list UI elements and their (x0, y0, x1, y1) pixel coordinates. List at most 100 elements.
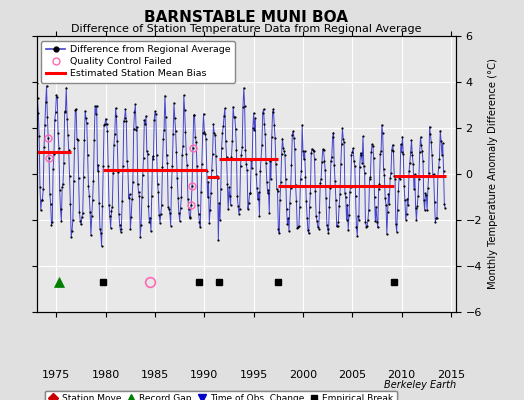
Point (422, 192, 431, 198)
Point (417, 134, 425, 140)
Point (353, 232, 362, 239)
Point (80, 137, 89, 143)
Point (420, 207, 429, 213)
Point (441, 205, 450, 211)
Text: 1975: 1975 (42, 370, 71, 380)
Point (333, 223, 341, 230)
Point (110, 141, 118, 148)
Point (72, 106, 80, 112)
Point (375, 186, 383, 192)
Point (129, 179, 137, 185)
Point (223, 181, 232, 187)
Point (255, 189, 263, 196)
Point (318, 159, 326, 166)
Point (107, 208, 116, 214)
Point (342, 216, 351, 223)
Point (412, 217, 421, 224)
Point (185, 215, 194, 221)
Point (170, 100, 178, 106)
Point (135, 193, 144, 200)
Text: 1995: 1995 (239, 370, 268, 380)
Point (325, 204, 333, 210)
Point (243, 167, 252, 174)
Point (226, 202, 235, 208)
Point (161, 92, 169, 99)
Point (36, 184, 44, 190)
Point (253, 184, 261, 191)
Point (119, 162, 127, 169)
Point (297, 168, 305, 175)
Point (135, 189, 143, 196)
Point (337, 141, 346, 147)
Point (263, 178, 271, 185)
Point (87, 232, 95, 238)
Point (222, 154, 231, 160)
Point (374, 224, 382, 231)
Point (118, 198, 126, 204)
Point (257, 156, 265, 162)
Point (427, 139, 435, 145)
Point (167, 184, 176, 190)
Point (224, 206, 232, 213)
Point (237, 152, 246, 158)
Point (439, 140, 447, 146)
Point (40, 143, 48, 150)
Point (274, 225, 282, 232)
Point (359, 163, 368, 170)
Point (270, 122, 278, 128)
Point (386, 175, 395, 182)
Point (358, 160, 366, 166)
Point (328, 154, 336, 160)
Point (177, 194, 185, 200)
Point (317, 176, 325, 182)
Point (122, 117, 130, 124)
Point (343, 201, 352, 208)
Point (84, 183, 93, 190)
Point (212, 153, 220, 159)
Point (207, 190, 215, 196)
Point (277, 179, 285, 186)
Point (314, 226, 323, 232)
Point (261, 131, 269, 138)
Point (258, 110, 267, 116)
Point (125, 195, 133, 201)
Point (141, 121, 149, 128)
Point (67, 234, 75, 240)
Point (232, 126, 240, 132)
Point (157, 201, 166, 208)
Point (278, 136, 287, 142)
Point (319, 147, 328, 153)
Point (92, 111, 100, 118)
Point (174, 194, 182, 201)
Point (310, 156, 319, 162)
Point (391, 175, 399, 182)
Point (146, 214, 154, 221)
Point (406, 160, 414, 166)
Point (163, 160, 171, 166)
Point (117, 225, 126, 232)
Point (167, 222, 175, 229)
Point (372, 203, 380, 210)
Point (301, 174, 310, 180)
Point (47, 200, 55, 207)
Point (258, 142, 266, 148)
Legend: Station Move, Record Gap, Time of Obs. Change, Empirical Break: Station Move, Record Gap, Time of Obs. C… (46, 391, 397, 400)
Point (281, 152, 289, 158)
Point (60, 109, 69, 116)
Point (106, 212, 114, 219)
Point (171, 128, 180, 134)
Point (86, 209, 94, 216)
Text: 2005: 2005 (339, 370, 366, 380)
Point (430, 171, 438, 177)
Point (419, 158, 427, 164)
Point (351, 163, 359, 169)
Point (148, 192, 156, 199)
Point (403, 196, 411, 202)
Point (195, 218, 204, 225)
Point (359, 133, 367, 140)
Point (184, 206, 193, 212)
Point (323, 221, 331, 228)
Point (34, 110, 42, 116)
Point (373, 218, 381, 225)
Point (209, 121, 217, 128)
